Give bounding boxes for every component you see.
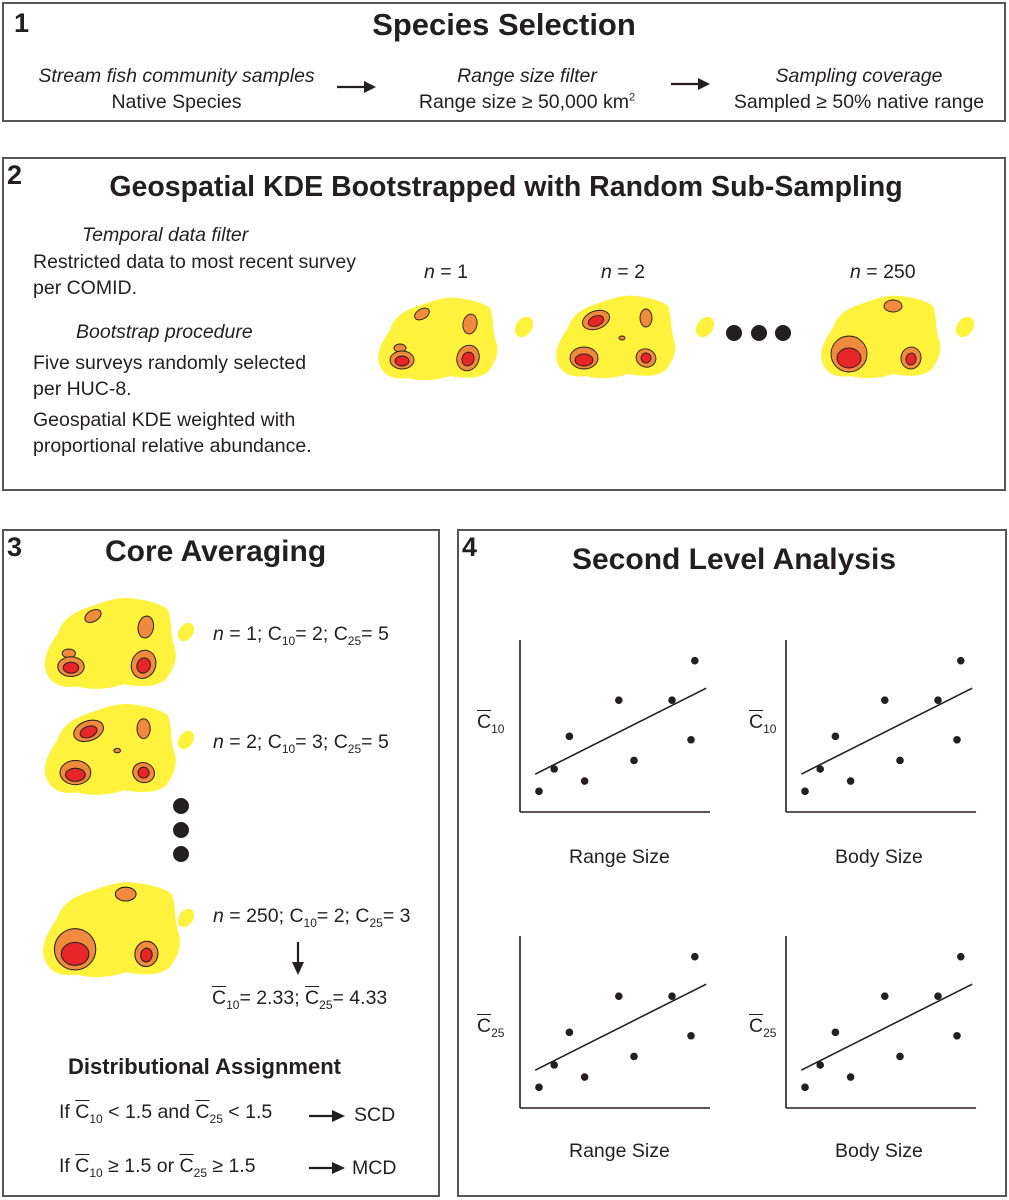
rule-mcd: If C10 ≥ 1.5 or C25 ≥ 1.5 bbox=[59, 1155, 256, 1180]
bootstrap-text: Five surveys randomly selected bbox=[33, 352, 307, 374]
core-row: n = 1; C10= 2; C25= 5 bbox=[213, 623, 389, 648]
scatter-xlabel: Range Size bbox=[569, 846, 670, 868]
panel-number: 3 bbox=[7, 532, 23, 562]
panel-number: 2 bbox=[7, 160, 23, 190]
scatter-ylabel: C10 bbox=[749, 711, 777, 736]
step-heading: Range size filter bbox=[457, 65, 597, 87]
scatter-xlabel: Range Size bbox=[569, 1140, 670, 1162]
step-heading: Sampling coverage bbox=[775, 65, 943, 87]
rule-scd: If C10 < 1.5 and C25 < 1.5 bbox=[59, 1101, 273, 1126]
arrow-head-icon bbox=[292, 962, 304, 975]
panel-core-averaging: 3 Core Averaging n = 1; C10= 2; C25= 5 n… bbox=[2, 529, 440, 1197]
panel-title: Geospatial KDE Bootstrapped with Random … bbox=[109, 171, 903, 203]
core-mean: C10= 2.33; C25= 4.33 bbox=[212, 987, 388, 1012]
panel-number: 4 bbox=[462, 532, 478, 562]
core-row: n = 2; C10= 3; C25= 5 bbox=[213, 731, 389, 756]
rule-scd-result: SCD bbox=[354, 1104, 396, 1126]
panel-kde-bootstrap: 2 Geospatial KDE Bootstrapped with Rando… bbox=[2, 157, 1006, 491]
arrow-head-icon bbox=[332, 1162, 345, 1174]
bootstrap-heading: Bootstrap procedure bbox=[76, 321, 253, 343]
panel-title: Second Level Analysis bbox=[571, 543, 897, 576]
iteration-label: n = 250 bbox=[850, 261, 916, 283]
arrow-head-icon bbox=[364, 81, 376, 93]
step-heading: Stream fish community samples bbox=[38, 65, 315, 87]
iteration-label: n = 2 bbox=[601, 261, 645, 283]
scatter-ylabel: C25 bbox=[749, 1015, 777, 1040]
scatter-ylabel: C25 bbox=[477, 1015, 505, 1040]
panel-title: Core Averaging bbox=[105, 535, 327, 568]
panel-title: Species Selection bbox=[372, 7, 636, 42]
temporal-heading: Temporal data filter bbox=[82, 224, 249, 246]
rule-mcd-result: MCD bbox=[352, 1157, 397, 1179]
step-text: Native Species bbox=[111, 91, 242, 113]
arrows bbox=[337, 78, 710, 93]
bootstrap-text: Geospatial KDE weighted with bbox=[33, 409, 296, 431]
panel3-arrows bbox=[292, 942, 345, 1174]
step-text: Range size ≥ 50,000 km2 bbox=[418, 91, 636, 113]
temporal-text: Restricted data to most recent survey bbox=[33, 251, 356, 273]
arrow-head-icon bbox=[698, 78, 710, 90]
bootstrap-text: per HUC-8. bbox=[33, 378, 132, 400]
core-row: n = 250; C10= 2; C25= 3 bbox=[213, 905, 411, 930]
scatter-xlabel: Body Size bbox=[835, 846, 923, 868]
panel-number: 1 bbox=[14, 8, 30, 38]
panel-species-selection: 1 Species Selection Stream fish communit… bbox=[2, 2, 1006, 122]
iteration-label: n = 1 bbox=[424, 261, 468, 283]
step-text: Sampled ≥ 50% native range bbox=[733, 91, 985, 113]
panel-second-level: 4 Second Level Analysis Range Size Body … bbox=[457, 529, 1007, 1197]
scatter-ylabel: C10 bbox=[477, 711, 505, 736]
temporal-text: per COMID. bbox=[33, 277, 138, 299]
bootstrap-text: proportional relative abundance. bbox=[33, 435, 312, 457]
assignment-title: Distributional Assignment bbox=[68, 1054, 341, 1079]
scatter-xlabel: Body Size bbox=[835, 1140, 923, 1162]
arrow-head-icon bbox=[332, 1110, 345, 1122]
